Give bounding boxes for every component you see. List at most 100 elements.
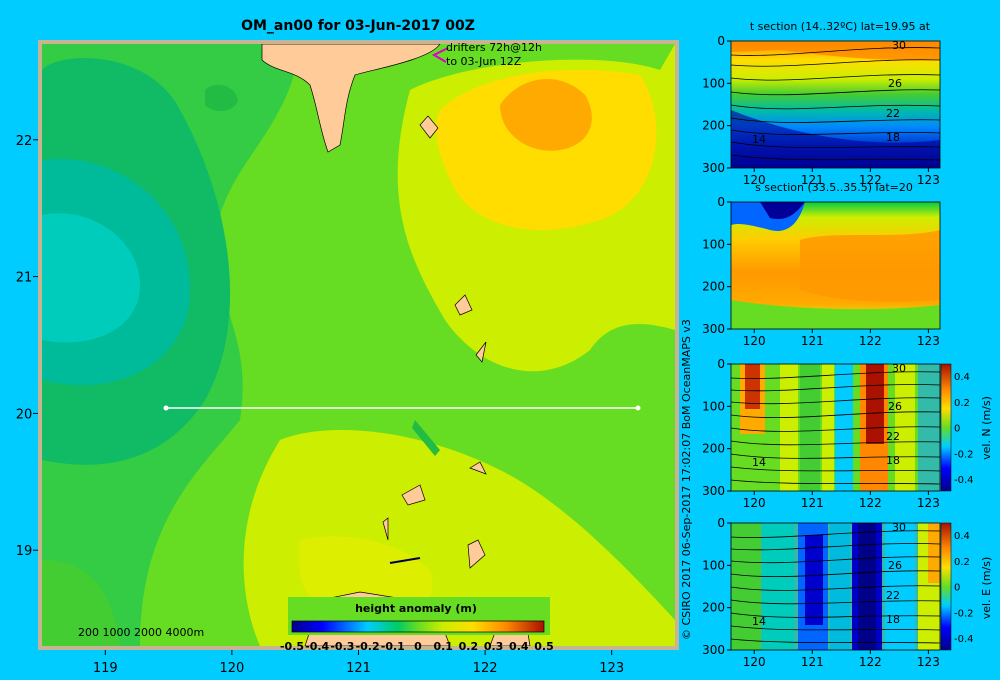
s-section-title: s section (33.5..35.5) lat=20: [755, 181, 913, 194]
section-y-tick-label: 0: [717, 34, 725, 48]
vel-colorbar-tick-label: -0.2: [954, 608, 974, 619]
t-section-title: t section (14..32ºC) lat=19.95 at: [750, 20, 931, 33]
vel-colorbar-tick-label: -0.4: [954, 475, 974, 486]
section-y-tick-label: 200: [702, 601, 725, 615]
main-title: OM_an00 for 03-Jun-2017 00Z: [241, 18, 475, 34]
drifter-annotation-line2: to 03-Jun 12Z: [446, 55, 522, 68]
credit-text: © CSIRO 2017 06-Sep-2017 17:02:07 BoM Oc…: [680, 319, 693, 640]
colorbar-tick-label: 0: [414, 640, 422, 653]
contour-label: 26: [888, 400, 902, 413]
temperature-section-panel: t section (14..32ºC) lat=19.95 at 30 26 22…: [702, 20, 941, 187]
section-y-tick-label: 0: [717, 516, 725, 530]
vel-n-colorbar: [940, 363, 952, 492]
vel-n-isotherms: [730, 371, 941, 485]
section-end-marker: [635, 405, 641, 411]
contour-label: 14: [752, 456, 766, 469]
drifter-annotation-line1: drifters 72h@12h: [446, 41, 542, 54]
vel-colorbar-tick-label: 0.4: [954, 531, 970, 542]
section-x-tick-label: 122: [859, 173, 882, 187]
main-x-tick-label: 122: [473, 661, 498, 676]
colorbar-tick-label: -0.5: [280, 640, 304, 653]
vel-n-label: vel. N (m/s): [980, 396, 993, 460]
section-y-tick-label: 100: [702, 237, 725, 251]
vel-e-label: vel. E (m/s): [980, 557, 993, 620]
vel-e-axes: 120 121 122 123 0 100 200 300: [702, 516, 941, 669]
vel-colorbar-tick-label: 0.2: [954, 557, 970, 568]
section-y-tick-label: 0: [717, 195, 725, 209]
section-y-tick-label: 300: [702, 484, 725, 498]
section-x-tick-label: 123: [917, 173, 940, 187]
section-x-tick-label: 122: [859, 496, 882, 510]
colorbar-tick-label: 0.1: [433, 640, 453, 653]
main-y-tick-label: 20: [16, 407, 33, 422]
section-y-tick-label: 300: [702, 643, 725, 657]
vel-e-contour-labels: 30 26 22 18 14: [752, 521, 906, 628]
contour-label: 18: [886, 613, 900, 626]
contour-label: 14: [752, 615, 766, 628]
section-frame: [730, 201, 941, 330]
drifter-marker-icon: [431, 47, 449, 63]
section-x-tick-label: 123: [917, 334, 940, 348]
vel-e-colorbar-ticks: 0.4 0.2 0 -0.2 -0.4: [954, 531, 974, 645]
section-x-tick-label: 120: [743, 655, 766, 669]
colorbar-ticks: -0.5 -0.4 -0.3 -0.2 -0.1 0 0.1 0.2 0.3 0.4 0.5: [280, 640, 554, 653]
colorbar-tick-label: 0.5: [534, 640, 554, 653]
colorbar-tick-label: -0.2: [356, 640, 380, 653]
t-contour-labels: 30 26 22 18 14: [752, 39, 906, 146]
main-x-tick-label: 121: [346, 661, 371, 676]
contour-label: 30: [892, 39, 906, 52]
main-y-tick-label: 19: [16, 544, 33, 559]
contour-label: 26: [888, 77, 902, 90]
colorbar-tick-label: 0.4: [509, 640, 529, 653]
vel-colorbar-tick-label: 0.2: [954, 398, 970, 409]
main-x-tick-label: 120: [219, 661, 244, 676]
height-anomaly-field: [42, 44, 675, 646]
section-y-tick-label: 100: [702, 558, 725, 572]
section-frame: [730, 363, 941, 492]
main-x-tick-label: 123: [599, 661, 624, 676]
salinity-section-panel: s section (33.5..35.5) lat=20 120 121 122 1…: [702, 181, 941, 348]
vel-e-isotherms: [730, 530, 941, 644]
section-y-tick-label: 100: [702, 399, 725, 413]
vel-colorbar-tick-label: -0.4: [954, 634, 974, 645]
colorbar-ramp: [291, 620, 545, 633]
section-x-tick-label: 120: [743, 173, 766, 187]
colorbar-tick-label: -0.4: [305, 640, 329, 653]
colorbar-tick-label: -0.3: [330, 640, 354, 653]
section-y-tick-label: 100: [702, 76, 725, 90]
section-y-tick-label: 300: [702, 322, 725, 336]
contour-label: 22: [886, 589, 900, 602]
contour-label: 18: [886, 131, 900, 144]
contour-label: 18: [886, 454, 900, 467]
contour-label: 30: [892, 362, 906, 375]
t-section-axes: 120 121 122 123 0 100 200 300: [702, 34, 941, 187]
section-y-tick-label: 0: [717, 357, 725, 371]
section-y-tick-label: 200: [702, 119, 725, 133]
contour-label: 26: [888, 559, 902, 572]
section-y-tick-label: 300: [702, 161, 725, 175]
section-x-tick-label: 123: [917, 496, 940, 510]
section-x-tick-label: 123: [917, 655, 940, 669]
contour-label: 14: [752, 133, 766, 146]
vel-n-contour-labels: 30 26 22 18 14: [752, 362, 906, 469]
main-x-tick-label: 119: [93, 661, 118, 676]
colorbar-tick-label: 0.2: [459, 640, 479, 653]
contour-label: 30: [892, 521, 906, 534]
colorbar-tick-label: 0.3: [484, 640, 504, 653]
vel-colorbar-tick-label: 0: [954, 583, 960, 594]
vel-e-colorbar: [940, 522, 952, 651]
section-x-tick-label: 122: [859, 334, 882, 348]
main-y-tick-label: 22: [16, 134, 33, 149]
section-x-tick-label: 121: [801, 173, 824, 187]
main-x-axis: 119 120 121 122 123: [93, 650, 624, 676]
section-frame: [730, 522, 941, 651]
t-isotherms: [730, 47, 941, 161]
vel-n-axes: 120 121 122 123 0 100 200 300: [702, 357, 941, 510]
main-y-tick-label: 21: [16, 271, 33, 286]
contour-label: 22: [886, 430, 900, 443]
main-y-axis: 19 20 21 22: [16, 134, 38, 559]
s-section-axes: 120 121 122 123 0 100 200 300: [702, 195, 941, 348]
